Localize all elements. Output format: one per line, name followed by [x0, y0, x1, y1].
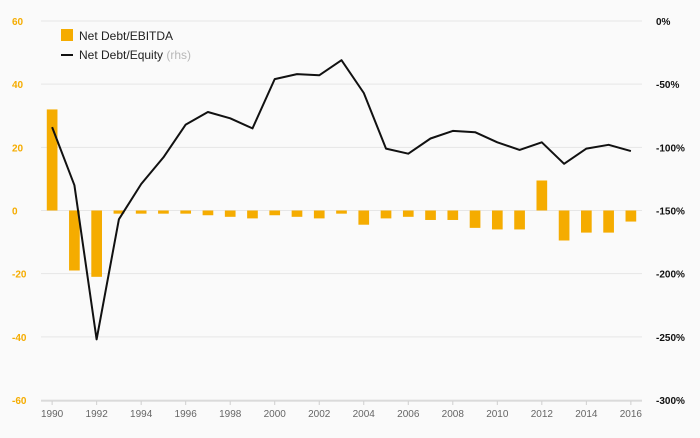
legend: Net Debt/EBITDA Net Debt/Equity (rhs) [61, 29, 191, 62]
bar-1997 [202, 210, 214, 216]
bar-series-layer [46, 109, 637, 277]
line-series-layer [51, 59, 632, 341]
x-tick-label: 2008 [442, 409, 465, 420]
y-tick-label-left: -60 [12, 396, 27, 407]
y-tick-label-right: -200% [656, 270, 685, 281]
bar-1995 [158, 210, 169, 214]
y-tick-label-left: 20 [12, 143, 24, 154]
bar-2000 [269, 210, 281, 216]
bar-1999 [247, 210, 258, 219]
bar-2001 [291, 210, 303, 217]
bar-1992 [91, 210, 102, 277]
bar-2010 [491, 210, 503, 230]
x-tick-label: 2004 [353, 409, 376, 420]
x-tick-label: 2002 [308, 409, 331, 420]
x-tick-label: 2014 [575, 409, 598, 420]
bar-1991 [69, 210, 80, 271]
legend-label-line: Net Debt/Equity (rhs) [79, 48, 191, 62]
y-tick-label-right: -250% [656, 333, 685, 344]
x-tick-label: 2012 [531, 409, 554, 420]
x-tick-label: 1992 [86, 409, 109, 420]
bar-1998 [224, 210, 236, 217]
x-tick-label: 2010 [486, 409, 509, 420]
bar-2016 [625, 210, 637, 222]
bar-2006 [402, 210, 414, 217]
bar-1993 [113, 210, 125, 214]
y-tick-label-right: -100% [656, 143, 685, 154]
bar-2011 [514, 210, 525, 230]
y-tick-label-left: 40 [12, 80, 24, 91]
bar-2003 [336, 210, 347, 214]
bar-1990 [46, 109, 58, 211]
y-tick-label-right: -300% [656, 396, 685, 407]
y-tick-label-right: 0% [656, 17, 671, 28]
y-tick-label-left: 0 [12, 207, 18, 218]
legend-label-line-name: Net Debt/Equity [79, 48, 163, 62]
bar-2009 [469, 210, 481, 228]
x-tick-label: 1994 [130, 409, 153, 420]
bar-2007 [425, 210, 436, 220]
x-tick-label: 2000 [264, 409, 287, 420]
y-tick-label-left: 60 [12, 17, 24, 28]
line-series-net-debt-equity [51, 59, 632, 341]
x-tick-label: 1998 [219, 409, 242, 420]
x-tick-label: 1990 [41, 409, 64, 420]
x-tick-label: 1996 [175, 409, 198, 420]
bar-2002 [313, 210, 325, 219]
bar-1996 [180, 210, 192, 214]
x-tick-label: 2006 [397, 409, 420, 420]
bar-1994 [135, 210, 147, 214]
legend-swatch-bar [61, 29, 73, 41]
bar-2005 [380, 210, 392, 219]
axis-layer: 60 40 20 0 -20 -40 -60 0% -50% -100% -150% -200% -25… [12, 17, 685, 420]
y-tick-label-right: -150% [656, 207, 685, 218]
x-tick-label: 2016 [620, 409, 643, 420]
bar-2013 [558, 210, 570, 241]
legend-label-line-unit: (rhs) [166, 48, 191, 62]
bar-2012 [536, 180, 548, 211]
legend-label-bar: Net Debt/EBITDA [79, 29, 173, 43]
bar-2008 [447, 210, 459, 220]
bar-2014 [581, 210, 592, 233]
y-tick-label-right: -50% [656, 80, 679, 91]
bar-2015 [603, 210, 614, 233]
bar-2004 [358, 210, 370, 225]
y-tick-label-left: -20 [12, 270, 27, 281]
y-tick-label-left: -40 [12, 333, 27, 344]
